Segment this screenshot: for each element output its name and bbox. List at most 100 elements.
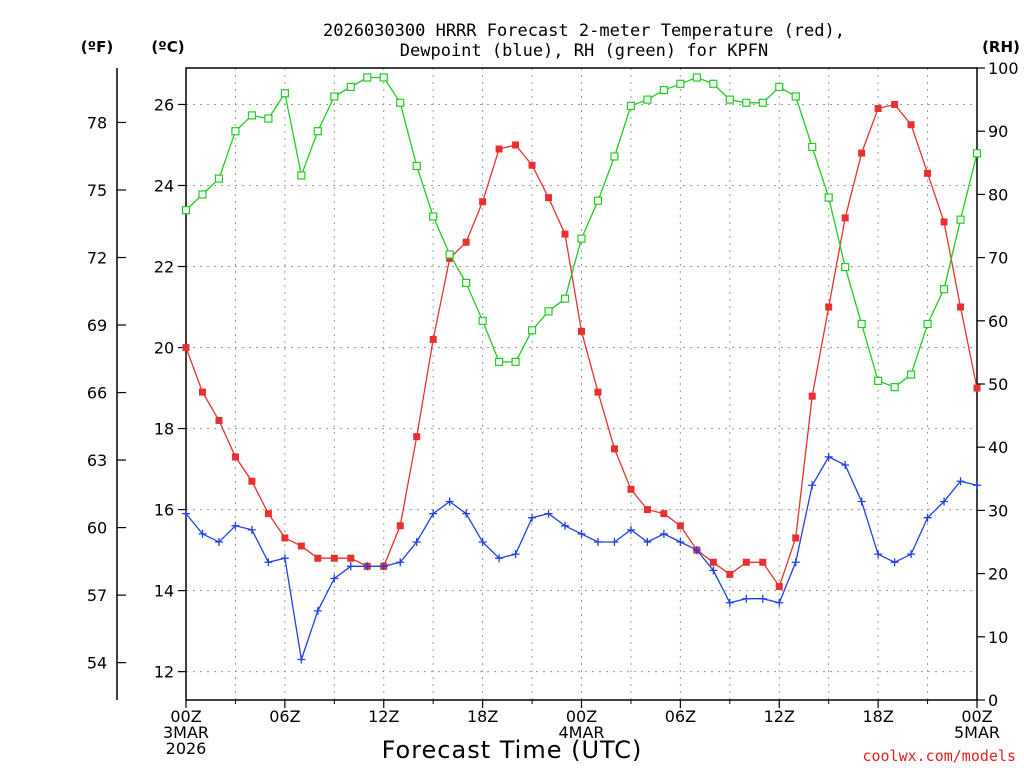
rh-point bbox=[939, 285, 949, 294]
dewpoint-point bbox=[511, 550, 520, 559]
dewpoint-point bbox=[396, 558, 405, 567]
dewpoint-point bbox=[709, 566, 718, 575]
fahrenheit-tick-label: 78 bbox=[87, 113, 107, 132]
dewpoint-point bbox=[626, 525, 635, 534]
credit-text: coolwx.com/models bbox=[862, 747, 1016, 765]
celsius-tick-label: 18 bbox=[154, 420, 174, 439]
temperature-point bbox=[528, 161, 536, 169]
celsius-tick-label: 12 bbox=[154, 663, 174, 682]
rh-point bbox=[346, 82, 355, 92]
temperature-point bbox=[759, 558, 767, 566]
temperature-point bbox=[792, 534, 800, 542]
x-tick-label: 18Z bbox=[862, 707, 893, 726]
fahrenheit-tick-label: 54 bbox=[87, 654, 107, 673]
rh-point bbox=[742, 98, 751, 107]
temperature-point bbox=[924, 169, 932, 177]
dewpoint-point bbox=[346, 562, 355, 571]
x-tick-label: 5MAR bbox=[954, 723, 1000, 742]
rh-point bbox=[511, 357, 520, 366]
temperature-point bbox=[676, 522, 684, 530]
temperature-point bbox=[610, 445, 618, 453]
rh-line bbox=[185, 76, 978, 388]
rh-point bbox=[577, 234, 586, 243]
temperature-point bbox=[198, 388, 206, 396]
dewpoint-point bbox=[775, 598, 784, 607]
rh-point bbox=[330, 92, 339, 101]
dewpoint-point bbox=[808, 481, 817, 490]
celsius-tick-label: 20 bbox=[154, 339, 174, 358]
x-tick-label: 4MAR bbox=[558, 723, 604, 742]
fahrenheit-tick-label: 60 bbox=[87, 519, 107, 538]
temperature-point bbox=[578, 327, 585, 335]
rh-point bbox=[824, 193, 833, 202]
temperature-point bbox=[479, 198, 487, 206]
dewpoint-point bbox=[247, 525, 256, 534]
rh-point bbox=[643, 95, 652, 104]
rh-point bbox=[445, 250, 454, 259]
rh-point bbox=[676, 79, 685, 88]
dewpoint-point bbox=[313, 606, 322, 615]
temperature-point bbox=[957, 303, 965, 311]
rh-tick-label: 30 bbox=[988, 501, 1008, 520]
dewpoint-point bbox=[478, 538, 487, 546]
dewpoint-point bbox=[198, 529, 207, 538]
rh-tick-label: 70 bbox=[988, 249, 1008, 268]
dewpoint-point bbox=[874, 550, 883, 559]
rh-point bbox=[412, 161, 421, 171]
rh-point bbox=[560, 294, 570, 303]
dewpoint-point bbox=[692, 546, 701, 555]
rh-point bbox=[198, 190, 207, 199]
rh-point bbox=[808, 142, 817, 152]
dewpoint-point bbox=[857, 497, 866, 506]
rh-point bbox=[758, 98, 767, 107]
temperature-point bbox=[429, 335, 437, 343]
dewpoint-point bbox=[445, 497, 454, 506]
chart-title-line-2: Dewpoint (blue), RH (green) for KPFN bbox=[400, 41, 768, 61]
temperature-point bbox=[413, 433, 421, 441]
rh-point bbox=[791, 92, 800, 101]
dewpoint-point bbox=[412, 538, 421, 546]
x-tick-label: 18Z bbox=[467, 707, 498, 726]
temperature-point bbox=[264, 510, 272, 518]
celsius-tick-label: 16 bbox=[154, 501, 174, 520]
temperature-point bbox=[248, 477, 256, 485]
x-tick-label: 00Z bbox=[961, 707, 992, 726]
temperature-point bbox=[825, 303, 833, 311]
rh-point bbox=[906, 370, 916, 379]
dewpoint-point bbox=[561, 521, 570, 530]
dewpoint-point bbox=[429, 509, 438, 518]
dewpoint-point bbox=[791, 558, 800, 567]
dewpoint-point bbox=[593, 538, 602, 546]
x-tick-label: 12Z bbox=[764, 707, 795, 726]
x-tick-label: 12Z bbox=[368, 707, 399, 726]
temperature-point bbox=[891, 100, 899, 108]
x-tick-label: 3MAR bbox=[163, 723, 209, 742]
rh-point bbox=[610, 152, 619, 161]
axes bbox=[116, 67, 985, 708]
fahrenheit-tick-label: 57 bbox=[87, 586, 107, 605]
dewpoint-point bbox=[725, 598, 734, 607]
temperature-point bbox=[709, 558, 717, 566]
rh-point bbox=[972, 149, 982, 158]
temperature-point bbox=[858, 149, 866, 157]
rh-point bbox=[313, 127, 322, 136]
rh-point bbox=[923, 319, 932, 329]
dewpoint-point bbox=[643, 538, 652, 546]
rh-point bbox=[297, 171, 306, 180]
grid-lines bbox=[186, 68, 977, 700]
temperature-point bbox=[594, 388, 602, 396]
chart-title: 2026030300 HRRR Forecast 2-meter Tempera… bbox=[323, 21, 845, 61]
rh-point bbox=[857, 319, 866, 329]
temperature-point bbox=[297, 542, 305, 550]
temperature-point bbox=[281, 534, 289, 542]
dewpoint-point bbox=[890, 558, 899, 567]
rh-tick-label: 10 bbox=[988, 628, 1008, 647]
x-tick-label: 06Z bbox=[665, 707, 696, 726]
temperature-point bbox=[973, 384, 981, 392]
dewpoint-point bbox=[495, 554, 504, 563]
rh-point bbox=[478, 316, 487, 325]
rh-tick-label: 50 bbox=[988, 375, 1008, 394]
dewpoint-point bbox=[330, 574, 339, 583]
fahrenheit-tick-label: 75 bbox=[87, 181, 107, 200]
dewpoint-point bbox=[577, 529, 586, 538]
